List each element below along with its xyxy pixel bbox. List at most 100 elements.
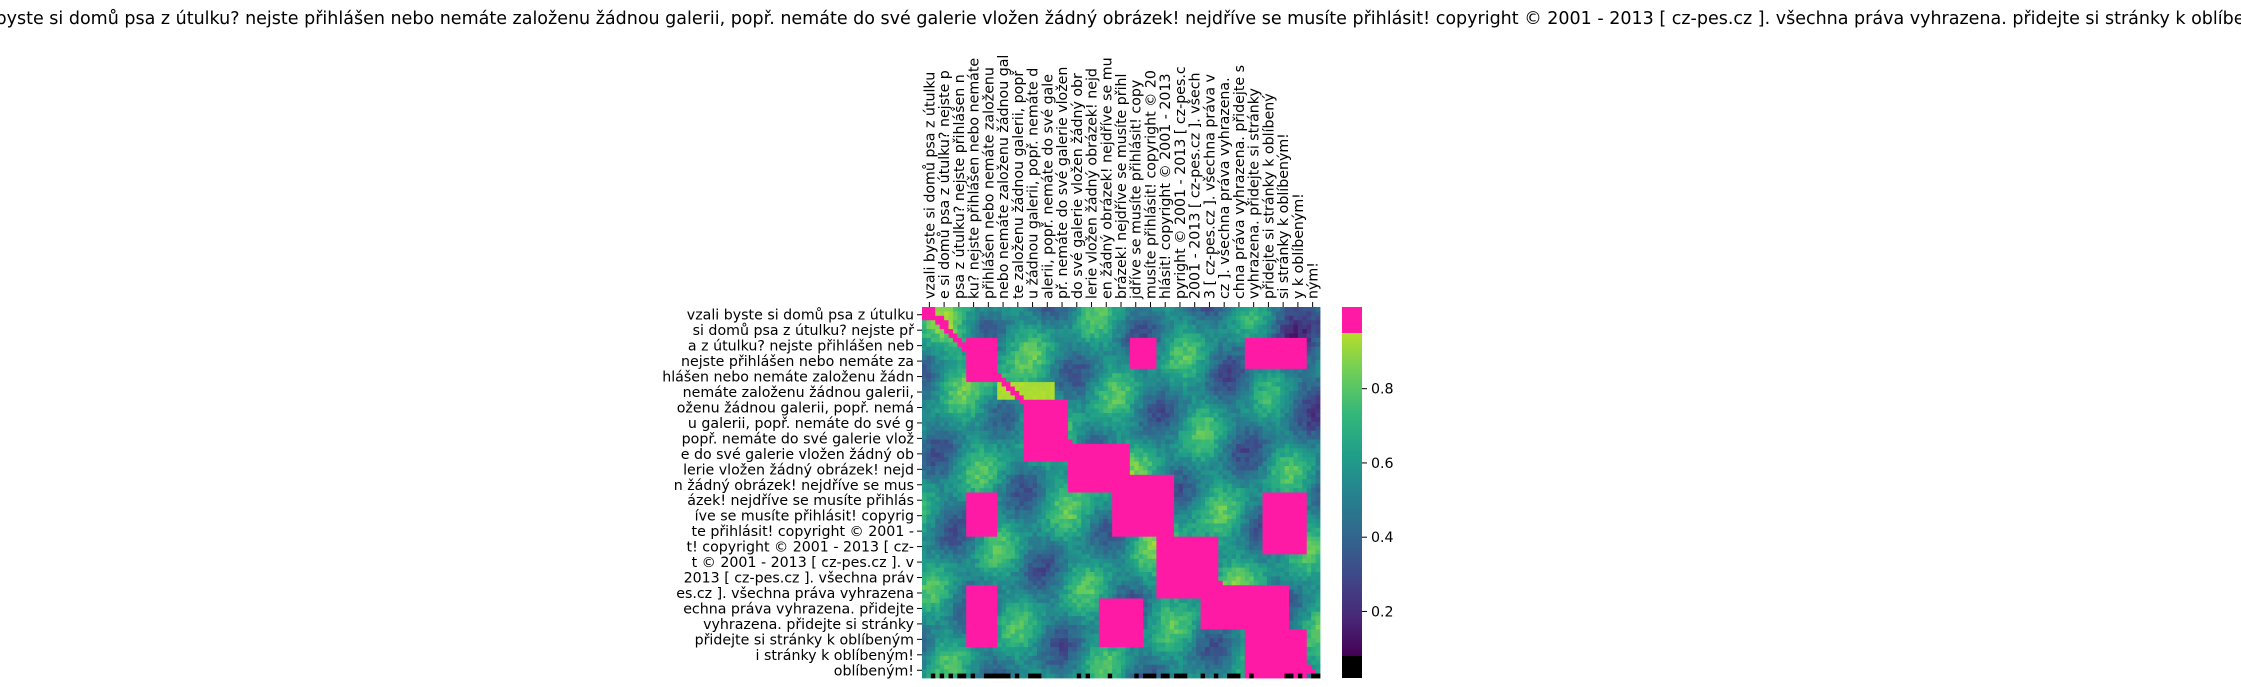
heatmap-cell <box>1289 307 1294 312</box>
heatmap-cell <box>1315 404 1321 409</box>
heatmap-cell <box>1067 360 1073 365</box>
heatmap-cell <box>1147 492 1153 498</box>
heatmap-cell <box>979 351 985 356</box>
heatmap-cell <box>1156 307 1162 312</box>
heatmap-cell <box>1165 430 1171 436</box>
heatmap-cell <box>1213 324 1219 330</box>
heatmap-cell <box>966 413 972 418</box>
heatmap-cell <box>1222 519 1228 524</box>
heatmap-cell <box>1072 404 1078 409</box>
heatmap-cell <box>1134 435 1140 440</box>
heatmap-cell <box>1059 311 1064 317</box>
heatmap-cell <box>1191 395 1197 401</box>
heatmap-cell <box>1280 470 1286 476</box>
heatmap-cell <box>926 426 932 432</box>
heatmap-cell <box>1129 390 1135 396</box>
heatmap-cell <box>1081 488 1087 493</box>
heatmap-cell <box>1121 307 1126 312</box>
heatmap-cell <box>1258 329 1263 334</box>
heatmap-cell <box>997 377 1002 383</box>
heatmap-cell <box>1116 443 1122 449</box>
heatmap-cell <box>1151 324 1157 330</box>
heatmap-cell <box>1036 421 1042 427</box>
heatmap-cell <box>1196 421 1201 427</box>
heatmap-cell <box>1103 541 1109 546</box>
heatmap-cell <box>1280 368 1286 374</box>
heatmap-cell <box>935 519 941 524</box>
heatmap-cell <box>1196 474 1201 480</box>
heatmap-cell <box>1125 355 1131 361</box>
heatmap-cell <box>1280 466 1286 471</box>
heatmap-cell <box>1041 320 1047 326</box>
heatmap-cell <box>1085 435 1091 440</box>
heatmap-cell <box>983 439 989 445</box>
heatmap-cell <box>1280 474 1286 480</box>
heatmap-cell <box>1302 342 1308 348</box>
heatmap-cell <box>1306 532 1312 538</box>
heatmap-cell <box>1081 549 1087 555</box>
heatmap-cell <box>1231 346 1237 352</box>
heatmap-cell <box>1010 364 1016 370</box>
heatmap-cell <box>1094 514 1100 520</box>
heatmap-cell <box>1090 311 1095 317</box>
heatmap-cell <box>992 360 998 365</box>
heatmap-cell <box>1174 311 1179 317</box>
heatmap-cell <box>1081 320 1087 326</box>
heatmap-cell <box>1054 315 1060 321</box>
heatmap-cell <box>1063 426 1069 432</box>
heatmap-cell <box>1036 413 1042 418</box>
heatmap-cell <box>926 514 932 520</box>
heatmap-cell <box>1275 488 1281 493</box>
heatmap-cell <box>1125 527 1131 533</box>
heatmap-cell <box>1054 360 1060 365</box>
heatmap-cell <box>1041 474 1047 480</box>
heatmap-cell <box>1275 307 1281 312</box>
heatmap-cell <box>1085 377 1091 383</box>
heatmap-cell <box>1143 417 1148 423</box>
heatmap-cell <box>1271 439 1277 445</box>
heatmap-cell <box>1218 329 1224 334</box>
heatmap-cell <box>1196 417 1201 423</box>
heatmap-cell <box>1090 532 1095 538</box>
heatmap-cell <box>1067 523 1073 529</box>
heatmap-cell <box>1041 329 1047 334</box>
heatmap-cell <box>1006 364 1011 370</box>
heatmap-cell <box>1244 466 1250 471</box>
heatmap-cell <box>1200 452 1206 458</box>
heatmap-cell <box>922 461 927 467</box>
heatmap-cell <box>1103 448 1109 454</box>
heatmap-cell <box>961 360 967 365</box>
heatmap-cell <box>1138 448 1144 454</box>
heatmap-cell <box>1240 545 1246 551</box>
heatmap-cell <box>1191 426 1197 432</box>
heatmap-cell <box>1050 483 1056 489</box>
heatmap-cell <box>1076 329 1082 334</box>
heatmap-cell <box>1169 545 1175 551</box>
heatmap-cell <box>1187 527 1193 533</box>
heatmap-cell <box>1156 320 1162 326</box>
heatmap-cell <box>1297 510 1303 515</box>
heatmap-cell <box>948 492 954 498</box>
heatmap-cell <box>961 541 967 546</box>
heatmap-cell <box>1001 307 1007 312</box>
heatmap-cell <box>1222 483 1228 489</box>
heatmap-cell <box>1050 315 1056 321</box>
heatmap-cell <box>1200 329 1206 334</box>
heatmap-cell <box>1293 466 1299 471</box>
heatmap-cell <box>948 483 954 489</box>
heatmap-cell <box>1125 496 1131 502</box>
heatmap-cell <box>957 360 963 365</box>
heatmap-cell <box>1072 514 1078 520</box>
heatmap-cell <box>1187 320 1193 326</box>
heatmap-cell <box>1306 390 1312 396</box>
heatmap-cell <box>1209 413 1215 418</box>
heatmap-cell <box>1147 395 1153 401</box>
heatmap-cell <box>1014 466 1020 471</box>
heatmap-cell <box>1258 311 1263 317</box>
heatmap-cell <box>1050 346 1056 352</box>
heatmap-cell <box>1143 457 1148 462</box>
heatmap-cell <box>930 532 936 538</box>
heatmap-cell <box>1063 470 1069 476</box>
heatmap-cell <box>1209 360 1215 365</box>
heatmap-cell <box>1178 404 1184 409</box>
